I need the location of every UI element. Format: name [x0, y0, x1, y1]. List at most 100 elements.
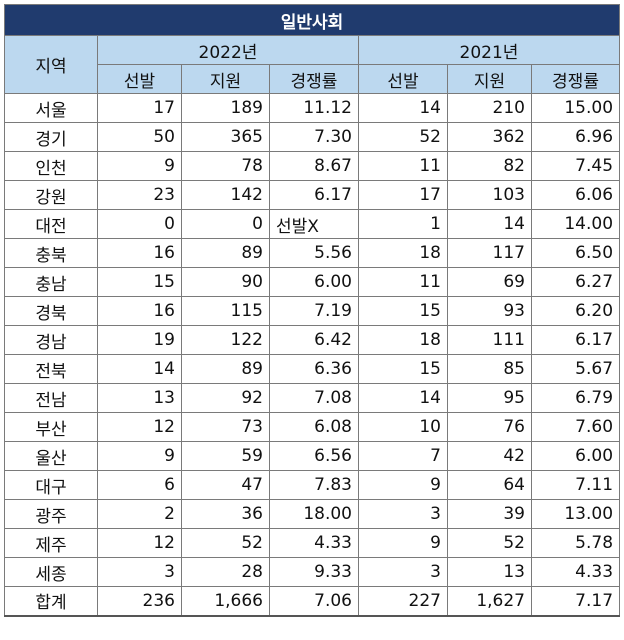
selected-cell: 18 [358, 325, 448, 355]
applicants-cell: 1,666 [181, 586, 270, 617]
ratio-cell: 4.33 [269, 528, 359, 558]
ratio-cell: 7.06 [269, 586, 359, 617]
region-header: 지역 [4, 35, 98, 94]
selected-cell: 52 [358, 122, 448, 152]
ratio-cell: 6.00 [530, 441, 621, 471]
region-cell: 인천 [4, 151, 98, 181]
region-cell: 세종 [4, 557, 98, 587]
region-cell: 경남 [4, 325, 98, 355]
table-row: 대전 0 0 선발X 1 14 14.00 [4, 209, 621, 239]
ratio-cell: 14.00 [530, 209, 621, 239]
table-title: 일반사회 [3, 4, 621, 36]
table-row: 충북 16 89 5.56 18 117 6.50 [4, 238, 621, 268]
applicants-cell: 82 [447, 151, 532, 181]
selected-cell: 7 [358, 441, 448, 471]
selected-cell: 11 [358, 267, 448, 297]
region-cell: 전북 [4, 354, 98, 384]
table-row: 전남 13 92 7.08 14 95 6.79 [4, 383, 621, 413]
ratio-cell: 9.33 [269, 557, 359, 587]
selected-cell: 2 [97, 499, 182, 529]
ratio-cell: 7.19 [269, 296, 359, 326]
region-cell: 강원 [4, 180, 98, 210]
selected-cell: 23 [97, 180, 182, 210]
region-cell: 충북 [4, 238, 98, 268]
applicants-cell: 73 [181, 412, 270, 442]
ratio-cell: 7.11 [530, 470, 621, 500]
ratio-cell: 15.00 [530, 93, 621, 123]
ratio-cell: 7.45 [530, 151, 621, 181]
region-cell: 경북 [4, 296, 98, 326]
region-cell: 제주 [4, 528, 98, 558]
selected-cell: 9 [97, 441, 182, 471]
selected-cell: 9 [358, 470, 448, 500]
applicants-cell: 103 [447, 180, 532, 210]
table-row: 경남 19 122 6.42 18 111 6.17 [4, 325, 621, 355]
ratio-cell: 8.67 [269, 151, 359, 181]
selected-cell: 15 [358, 354, 448, 384]
applicants-cell: 115 [181, 296, 270, 326]
table-row: 대구 6 47 7.83 9 64 7.11 [4, 470, 621, 500]
ratio-cell: 13.00 [530, 499, 621, 529]
applicants-cell: 13 [447, 557, 532, 587]
applicants-cell: 52 [181, 528, 270, 558]
selected-cell: 16 [97, 238, 182, 268]
selected-cell: 0 [97, 209, 182, 239]
selected-cell: 14 [358, 383, 448, 413]
selected-cell: 1 [358, 209, 448, 239]
ratio-cell: 6.08 [269, 412, 359, 442]
table-row: 강원 23 142 6.17 17 103 6.06 [4, 180, 621, 210]
applicants-cell: 39 [447, 499, 532, 529]
selected-cell: 19 [97, 325, 182, 355]
selected-cell: 12 [97, 528, 182, 558]
ratio-cell: 6.96 [530, 122, 621, 152]
ratio-cell: 6.06 [530, 180, 621, 210]
applicants-cell: 89 [181, 238, 270, 268]
ratio-cell: 6.50 [530, 238, 621, 268]
ratio-cell: 18.00 [269, 499, 359, 529]
competition-table: 일반사회 지역 2022년 2021년 선발 지원 경쟁률 선발 지원 경쟁률 … [3, 4, 621, 617]
selected-cell: 17 [358, 180, 448, 210]
selected-cell: 227 [358, 586, 448, 617]
applicants-cell: 362 [447, 122, 532, 152]
selected-cell: 15 [358, 296, 448, 326]
applicants-cell: 189 [181, 93, 270, 123]
selected-cell: 10 [358, 412, 448, 442]
table-row: 경기 50 365 7.30 52 362 6.96 [4, 122, 621, 152]
table-row: 합계 236 1,666 7.06 227 1,627 7.17 [4, 586, 621, 617]
ratio-cell: 6.56 [269, 441, 359, 471]
applicants-cell: 52 [447, 528, 532, 558]
region-cell: 부산 [4, 412, 98, 442]
applicants-cell: 14 [447, 209, 532, 239]
ratio-cell: 5.67 [530, 354, 621, 384]
ratio-cell: 7.30 [269, 122, 359, 152]
year-header-2022: 2022년 [97, 35, 359, 65]
ratio-cell: 6.36 [269, 354, 359, 384]
selected-cell: 18 [358, 238, 448, 268]
applicants-cell: 95 [447, 383, 532, 413]
applicants-cell: 111 [447, 325, 532, 355]
applicants-cell: 59 [181, 441, 270, 471]
selected-cell: 14 [97, 354, 182, 384]
selected-cell: 3 [97, 557, 182, 587]
selected-cell: 3 [358, 499, 448, 529]
applicants-cell: 117 [447, 238, 532, 268]
region-cell: 대전 [4, 209, 98, 239]
selected-cell: 50 [97, 122, 182, 152]
selected-cell: 16 [97, 296, 182, 326]
applicants-cell: 28 [181, 557, 270, 587]
ratio-cell: 5.56 [269, 238, 359, 268]
table-row: 인천 9 78 8.67 11 82 7.45 [4, 151, 621, 181]
applicants-cell: 42 [447, 441, 532, 471]
applicants-cell: 92 [181, 383, 270, 413]
ratio-cell: 6.42 [269, 325, 359, 355]
table-row: 제주 12 52 4.33 9 52 5.78 [4, 528, 621, 558]
ratio-cell: 6.00 [269, 267, 359, 297]
ratio-cell: 7.08 [269, 383, 359, 413]
ratio-cell: 7.60 [530, 412, 621, 442]
applicants-cell: 76 [447, 412, 532, 442]
selected-cell: 11 [358, 151, 448, 181]
table-row: 광주 2 36 18.00 3 39 13.00 [4, 499, 621, 529]
ratio-cell: 6.17 [530, 325, 621, 355]
region-cell: 광주 [4, 499, 98, 529]
table-row: 부산 12 73 6.08 10 76 7.60 [4, 412, 621, 442]
